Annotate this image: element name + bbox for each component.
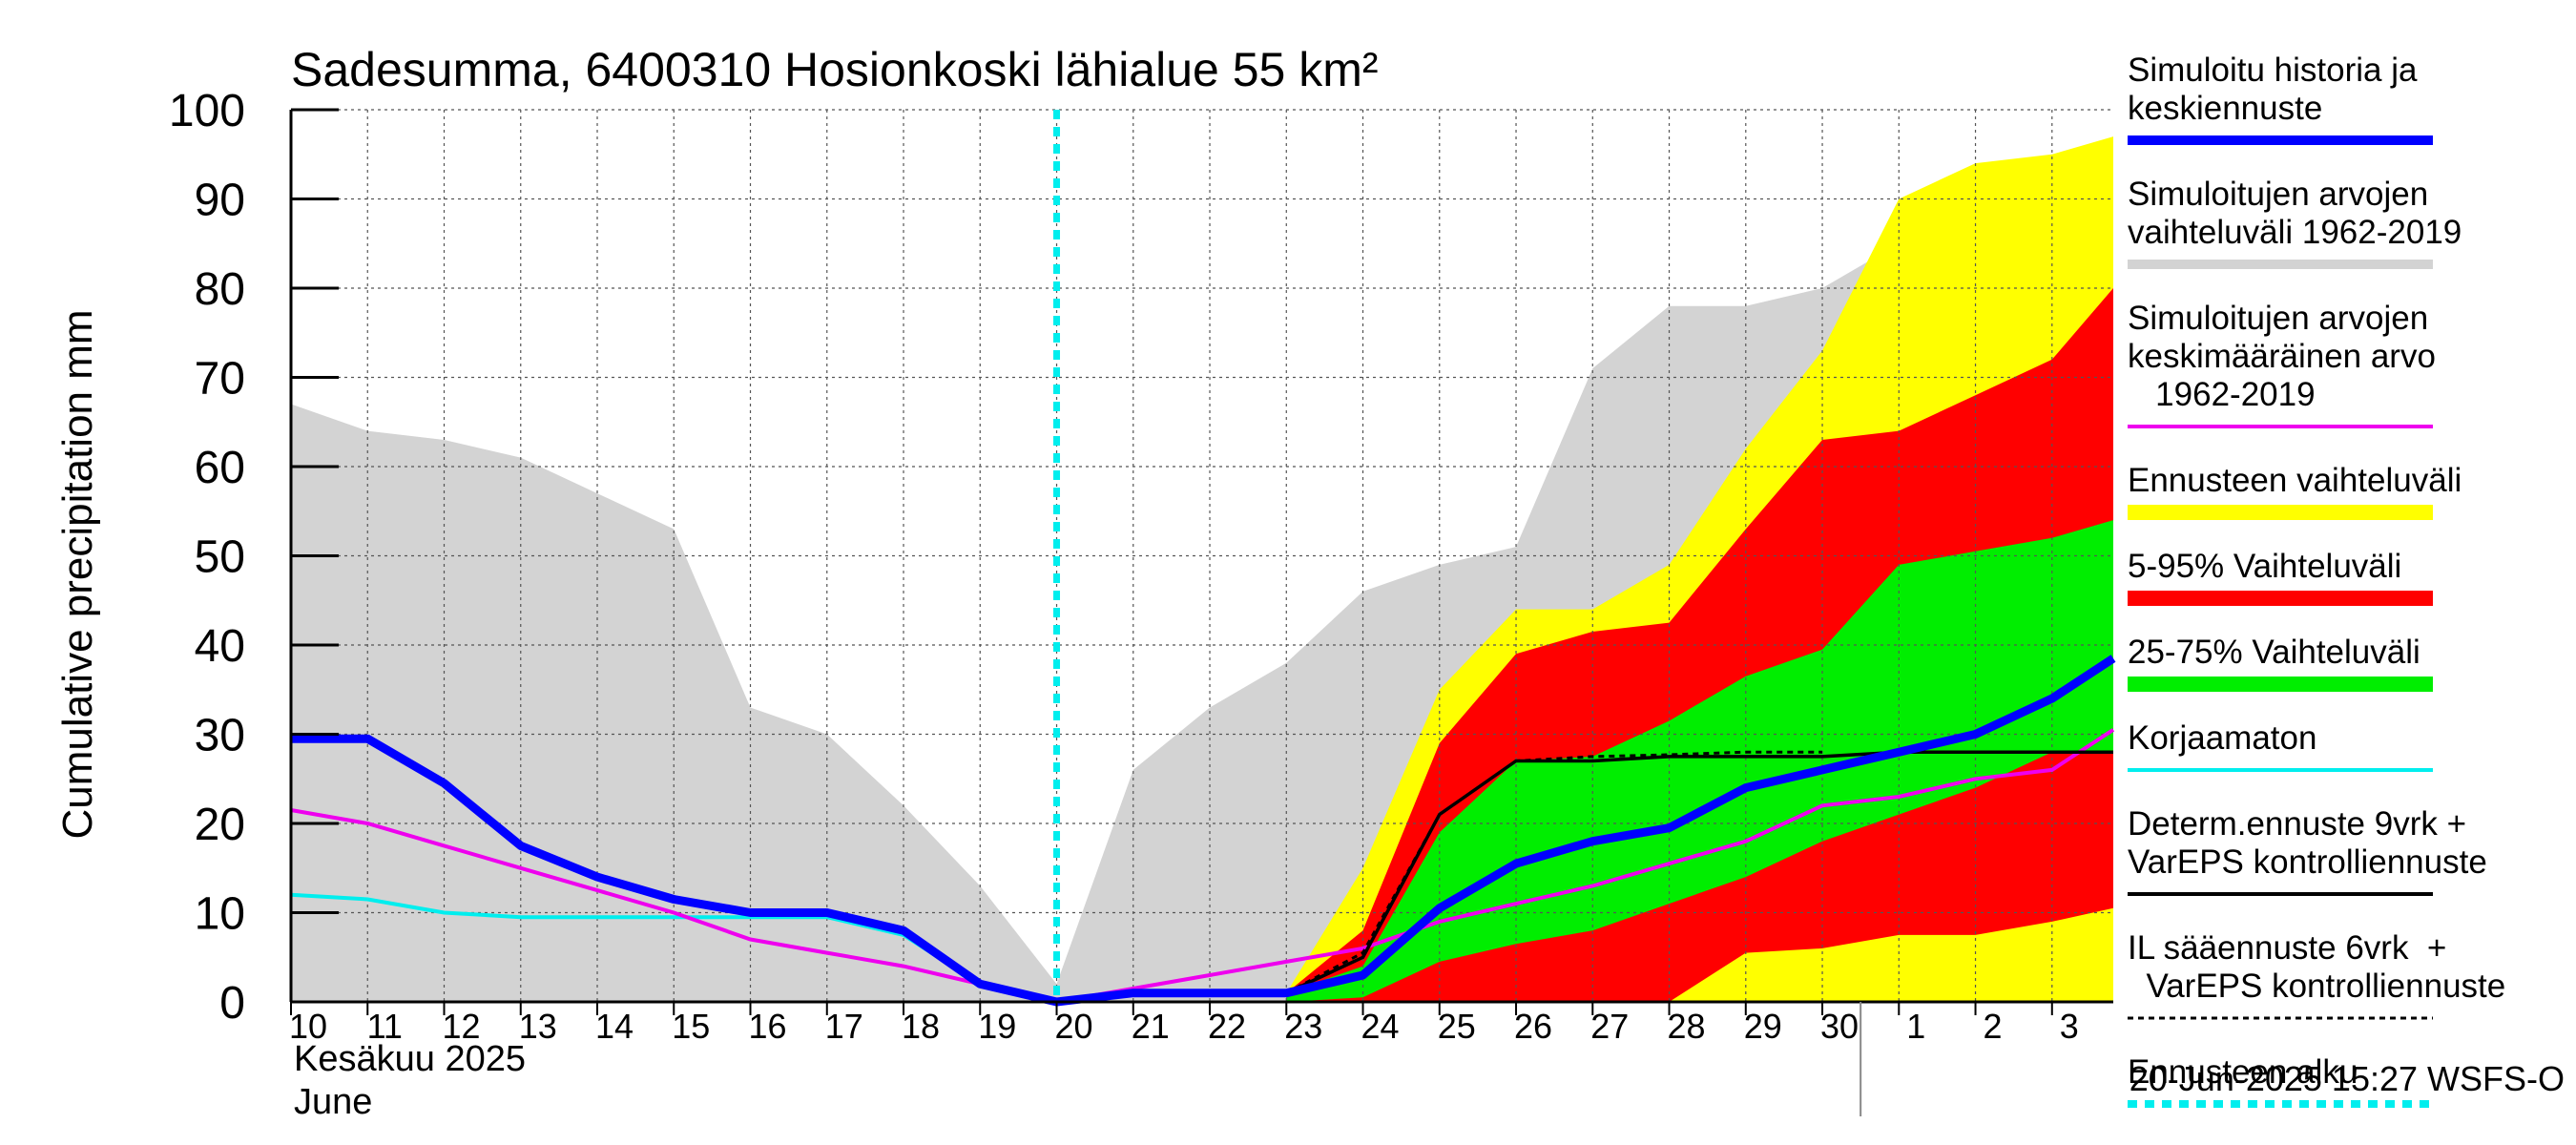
legend-text-p25_75: 25-75% Vaihteluväli (2128, 634, 2420, 671)
x-tick-label: 16 (748, 1007, 786, 1046)
legend-text-mean: 1962-2019 (2128, 376, 2316, 413)
x-tick-label: 23 (1284, 1007, 1322, 1046)
legend-text-determ: Determ.ennuste 9vrk + (2128, 805, 2466, 843)
x-tick-label: 28 (1668, 1007, 1706, 1046)
x-tick-label: 11 (367, 1007, 403, 1046)
x-tick-label: 3 (2060, 1007, 2079, 1046)
y-tick-label: 100 (169, 86, 245, 136)
legend-text-uncorrected: Korjaamaton (2128, 719, 2316, 757)
y-tick-label: 50 (195, 532, 245, 583)
x-tick-label: 14 (595, 1007, 634, 1046)
x-tick-label: 12 (442, 1007, 480, 1046)
x-tick-label: 2 (1984, 1007, 2003, 1046)
y-axis-label: Cumulative precipitation mm (54, 309, 101, 839)
month-label-fi: Kesäkuu 2025 (294, 1039, 526, 1079)
legend-text-mean: keskimääräinen arvo (2128, 338, 2436, 375)
y-tick-label: 60 (195, 443, 245, 493)
y-tick-label: 0 (219, 978, 245, 1029)
x-tick-label: 21 (1132, 1007, 1170, 1046)
mean-line (290, 728, 2115, 1005)
legend-text-start: Ennusteen alku (2128, 1053, 2358, 1091)
x-tick-label: 17 (825, 1007, 863, 1046)
legend-text-range: vaihteluväli 1962-2019 (2128, 214, 2462, 251)
legend-text-median: Simuloitu historia ja (2128, 52, 2418, 89)
legend-text-determ: VarEPS kontrolliennuste (2128, 843, 2487, 881)
x-tick-label: 10 (289, 1007, 327, 1046)
y-tick-label: 80 (195, 264, 245, 315)
x-tick-label: 1 (1906, 1007, 1925, 1046)
legend-text-p5_95: 5-95% Vaihteluväli (2128, 548, 2401, 585)
x-tick-label: 19 (978, 1007, 1016, 1046)
legend-text-median: keskiennuste (2128, 90, 2322, 127)
y-tick-label: 90 (195, 176, 245, 226)
y-tick-label: 40 (195, 621, 245, 672)
x-tick-label: 15 (672, 1007, 710, 1046)
x-tick-label: 24 (1361, 1007, 1400, 1046)
x-tick-label: 18 (902, 1007, 940, 1046)
y-tick-label: 20 (195, 800, 245, 850)
y-tick-label: 10 (195, 889, 245, 940)
x-tick-label: 20 (1054, 1007, 1092, 1046)
chart-title: Sadesumma, 6400310 Hosionkoski lähialue … (291, 43, 1379, 96)
y-tick-label: 70 (195, 354, 245, 405)
legend-text-mean: Simuloitujen arvojen (2128, 300, 2428, 337)
x-tick-label: 22 (1208, 1007, 1246, 1046)
legend-text-il: IL sääennuste 6vrk + (2128, 929, 2446, 967)
legend-text-forecast_range: Ennusteen vaihteluväli (2128, 462, 2462, 499)
x-tick-label: 29 (1744, 1007, 1782, 1046)
y-tick-label: 30 (195, 711, 245, 761)
x-tick-label: 27 (1590, 1007, 1629, 1046)
median-forecast-line (291, 655, 2116, 1007)
x-tick-label: 30 (1820, 1007, 1859, 1046)
x-tick-label: 13 (519, 1007, 557, 1046)
legend-text-range: Simuloitujen arvojen (2128, 176, 2428, 213)
month-label-en: June (294, 1082, 372, 1122)
legend-text-il: VarEPS kontrolliennuste (2128, 968, 2505, 1005)
x-tick-label: 25 (1438, 1007, 1476, 1046)
x-tick-label: 26 (1514, 1007, 1552, 1046)
timestamp: 20-Jun-2025 15:27 WSFS-O (2129, 1059, 2565, 1098)
plot-area (290, 109, 2116, 1007)
